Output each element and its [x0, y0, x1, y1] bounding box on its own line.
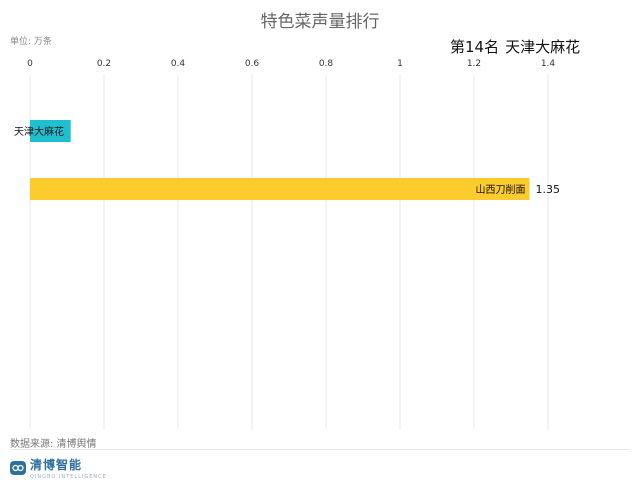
bar: [30, 120, 71, 142]
value-label: 1.35: [536, 183, 561, 196]
x-tick-label: 0: [27, 59, 33, 69]
x-tick-label: 0.4: [171, 59, 186, 69]
rank-number: 第14名: [450, 38, 500, 56]
logo-text: 清博智能: [30, 458, 83, 472]
category-label: 天津大麻花: [14, 125, 64, 138]
bar: [30, 178, 530, 200]
x-tick-label: 1.4: [541, 59, 556, 69]
x-tick-label: 1: [397, 59, 403, 69]
x-tick-label: 1.2: [467, 59, 481, 69]
brand-logo: 清博智能 QINGBO INTELLIGENCE: [10, 456, 107, 480]
footer-divider: [10, 449, 630, 450]
rank-item-name: 天津大麻花: [505, 38, 581, 56]
x-tick-label: 0.6: [245, 59, 260, 69]
unit-label: 单位: 万条: [10, 37, 52, 47]
chart-title: 特色菜声量排行: [260, 12, 380, 32]
x-tick-label: 0.8: [319, 59, 334, 69]
category-label: 山西刀削面: [476, 183, 526, 196]
rank-display: 第14名 天津大麻花: [450, 36, 586, 57]
data-source: 数据来源: 清博舆情: [10, 439, 97, 450]
logo-subtext: QINGBO INTELLIGENCE: [30, 474, 107, 480]
x-tick-label: 0.2: [97, 59, 111, 69]
logo-icon: [10, 461, 26, 475]
